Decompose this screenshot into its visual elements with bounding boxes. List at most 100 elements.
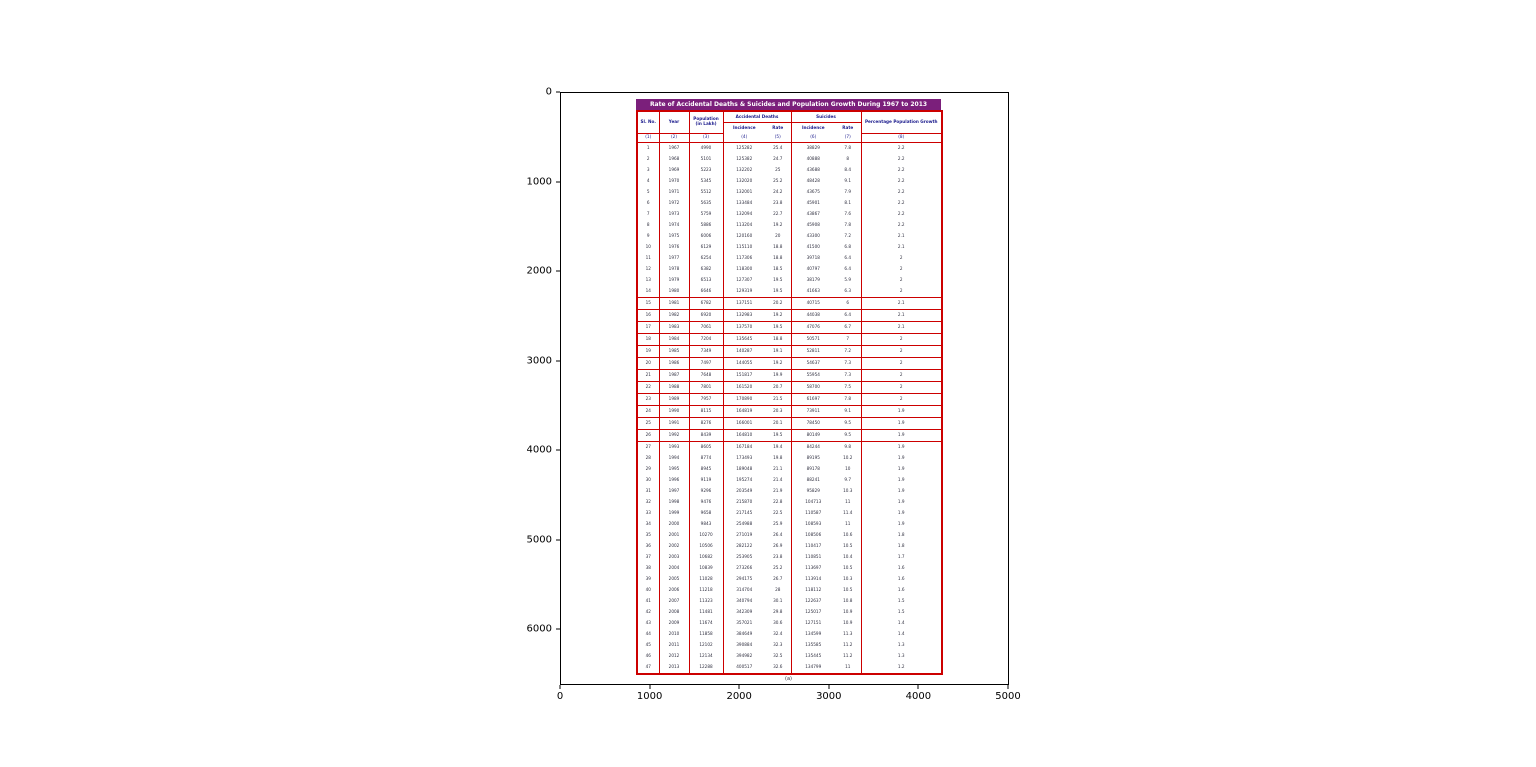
table-cell: 137151 [722,296,765,310]
table-cell: 2009 [658,617,689,629]
table-cell: 10.9 [843,608,853,614]
table-cell: 11323 [688,595,723,607]
table-cell: 23.8 [773,553,783,559]
table-cell: 6513 [688,274,723,286]
table-row: 37 2003 10682 253905 23.8 110851 10.4 1.7 [637,551,942,563]
table-cell: 1997 [658,485,689,497]
table-cell: 78450 [790,416,835,430]
table-cell: 1.5 [860,606,942,618]
table-cell: 135645 [722,332,765,346]
table-cell: 44 [645,630,651,636]
table-cell: 7957 [688,392,723,406]
table-cell: 20 [775,232,781,238]
table-row: 15 1981 6782 137151 20.2 40715 6 2.1 [637,296,942,310]
table-cell: 144055 [722,356,765,370]
x-axis-tick-label: 5000 [995,691,1021,702]
table-cell: 110417 [790,540,835,552]
table-cell: 11218 [688,584,723,596]
table-cell: 1.9 [860,416,942,430]
table-cell: 34 [645,520,651,526]
table-cell: 10 [845,465,851,471]
table-cell: 16 [637,308,659,322]
table-cell: 1992 [658,428,689,442]
table-cell: 2.1 [860,308,942,322]
table-cell: 28 [775,586,781,592]
y-axis-tick-label: 2000 [526,265,552,277]
table-cell: 6 [646,199,650,205]
table-cell: 1.9 [860,518,942,530]
column-number-cell: (3) [688,133,723,143]
table-cell: 48428 [790,175,835,187]
table-cell: 61697 [790,392,835,406]
header-ad-incidence: Incidence [722,122,765,133]
table-row: 34 2000 9843 254988 25.9 108593 11 1.9 [637,518,942,530]
table-cell: 1972 [658,197,689,209]
x-axis-tick-mark [559,685,561,689]
table-cell: 11 [645,254,651,260]
x-axis-tick-label: 3000 [816,691,842,702]
table-cell: 11.4 [843,509,853,515]
table-cell: 46 [645,652,651,658]
table-row: 41 2007 11323 340794 30.1 122637 10.8 1.5 [637,595,942,607]
table-cell: 9119 [688,474,723,486]
table-cell: 25 [637,416,659,430]
table-cell: 32.4 [773,630,783,636]
table-cell: 22.8 [773,498,783,504]
table-cell: 10 [645,243,651,249]
table-cell: 10.5 [843,586,853,592]
table-cell: 22.5 [773,509,783,515]
x-axis-tick-mark [1007,685,1009,689]
table-row: 28 1994 8774 173493 19.8 89195 10.2 1.9 [637,452,942,464]
table-cell: 45 [645,641,651,647]
table-cell: 1993 [658,441,689,453]
header-accidental-deaths: Accidental Deaths [722,111,791,123]
table-cell: 2 [860,380,942,394]
table-cell: 7061 [688,320,723,334]
y-axis-tick-label: 3000 [526,355,552,366]
table-cell: 9.8 [844,443,852,449]
table-cell: 2.2 [860,219,942,231]
table-cell: 129319 [722,285,765,297]
table-cell: 1.3 [860,650,942,662]
table-cell: 2.2 [860,175,942,187]
table-cell: 6006 [688,230,723,242]
table-cell: 11858 [688,628,723,640]
table-cell: 125282 [722,142,765,154]
table-cell: 7648 [688,368,723,382]
table-cell: 122637 [790,595,835,607]
table-cell: 32 [645,498,651,504]
table-cell: 26 [637,428,659,442]
table-cell: 7349 [688,344,723,358]
table-cell: 127151 [790,617,835,629]
table-row: 31 1997 9296 203549 21.9 95829 10.3 1.9 [637,485,942,497]
table-row: 47 2013 12288 400517 32.6 134799 11 1.2 [637,661,942,674]
table-cell: 24.7 [773,155,783,161]
table-cell: 29 [645,465,651,471]
table-row: 6 1972 5635 133484 23.8 45901 8.1 2.2 [637,197,942,209]
table-cell: 9.1 [844,177,852,183]
table-cell: 11.2 [843,641,853,647]
y-axis-tick-mark [556,449,560,451]
column-number-cell: (6) [790,133,835,143]
table-cell: 1988 [658,380,689,394]
table-cell: 6920 [688,308,723,322]
table-cell: 400517 [722,661,765,674]
table-cell: 1969 [658,164,689,176]
table-cell: 1987 [658,368,689,382]
table-cell: 9.5 [835,428,861,442]
table-cell: 32.6 [773,663,783,669]
table-cell: 26.4 [773,531,783,537]
table-cell: 7.9 [844,188,852,194]
table-cell: 1973 [658,208,689,220]
table-cell: 95829 [790,485,835,497]
table-cell: 20.7 [765,380,791,394]
table-cell: 7204 [688,332,723,346]
table-cell: 6382 [688,263,723,275]
table-row: 35 2001 10270 271019 26.4 108506 10.6 1.8 [637,529,942,541]
table-cell: 11.3 [843,630,853,636]
table-cell: 14 [645,287,651,293]
table-cell: 19.9 [765,368,791,382]
table-cell: 30.1 [773,597,783,603]
table-cell: 6254 [688,252,723,264]
